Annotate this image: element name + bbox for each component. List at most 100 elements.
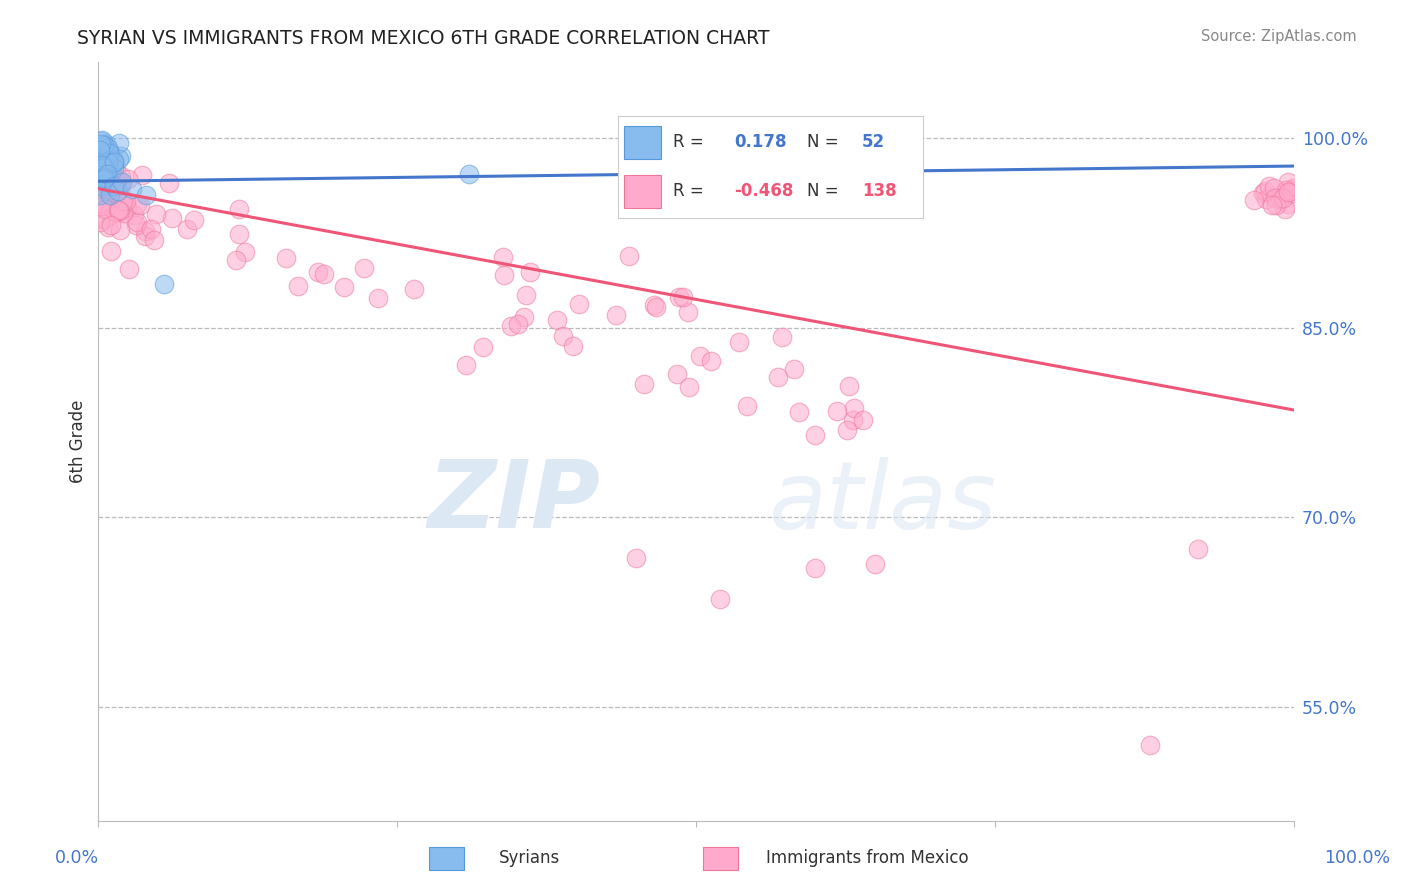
Point [672,290,695,304]
Point [561,338,583,352]
Point [91,159,114,173]
Y-axis label: 6th Grade: 6th Grade [69,400,87,483]
Point [728,334,751,349]
Point [100,218,122,232]
Point [93,167,115,181]
Point [93,171,115,186]
Point [1277,175,1299,189]
Point [91,186,114,200]
Point [1258,179,1281,194]
Point [1272,186,1295,200]
Point [689,349,711,363]
Point [852,413,875,427]
Point [512,310,534,324]
Point [89,215,111,229]
Point [90,153,112,168]
Point [619,249,641,263]
Point [90,196,112,211]
Point [100,186,122,201]
Point [96,168,118,182]
Point [665,367,688,381]
Point [129,198,152,212]
Point [97,219,120,234]
Point [94,186,117,200]
Point [90,158,112,172]
Point [100,158,122,172]
Point [105,162,128,177]
Point [1277,185,1299,199]
Point [709,592,731,607]
Point [804,561,827,575]
Point [228,202,250,217]
Point [1263,180,1285,194]
Point [183,212,205,227]
Point [121,182,143,196]
Point [228,227,250,241]
Point [91,174,114,188]
Point [122,208,145,222]
Point [1243,194,1265,208]
Point [1277,197,1299,211]
Point [89,153,111,167]
Point [645,300,668,314]
Point [114,194,136,208]
Point [107,203,129,218]
Point [91,162,114,177]
Point [91,170,114,185]
Point [139,222,162,236]
Point [787,405,810,419]
Point [287,279,309,293]
Point [96,154,118,169]
Point [737,400,759,414]
Point [96,152,118,166]
Point [668,290,690,304]
Point [93,211,115,226]
Point [153,277,176,291]
Point [515,288,537,302]
Point [458,167,481,181]
Point [768,369,790,384]
Point [108,136,131,150]
Point [678,380,700,394]
Point [1187,541,1209,556]
Point [491,250,513,264]
Point [117,172,139,186]
Point [89,143,111,157]
Point [96,162,118,177]
Point [134,224,156,238]
Point [1274,202,1296,217]
Point [314,267,336,281]
Point [633,376,655,391]
Point [134,229,156,244]
Point [110,149,132,163]
Point [519,265,541,279]
Point [104,186,127,201]
Point [103,156,125,170]
Point [93,173,115,187]
Point [157,176,180,190]
Point [1278,186,1301,201]
Point [233,245,256,260]
Text: 100.0%: 100.0% [1323,849,1391,867]
Point [91,133,114,147]
Point [471,340,494,354]
Point [97,162,120,177]
Point [143,233,166,247]
Point [104,205,127,219]
Point [546,313,568,327]
Point [492,268,515,283]
Point [118,262,141,277]
Point [111,194,134,208]
Point [103,179,125,194]
Point [835,423,858,437]
Point [225,252,247,267]
Point [97,141,120,155]
Point [1268,192,1291,206]
Point [101,155,124,169]
Point [553,329,575,343]
Point [110,176,132,190]
Point [103,153,125,167]
Point [276,252,298,266]
Point [804,427,827,442]
Point [96,164,118,178]
